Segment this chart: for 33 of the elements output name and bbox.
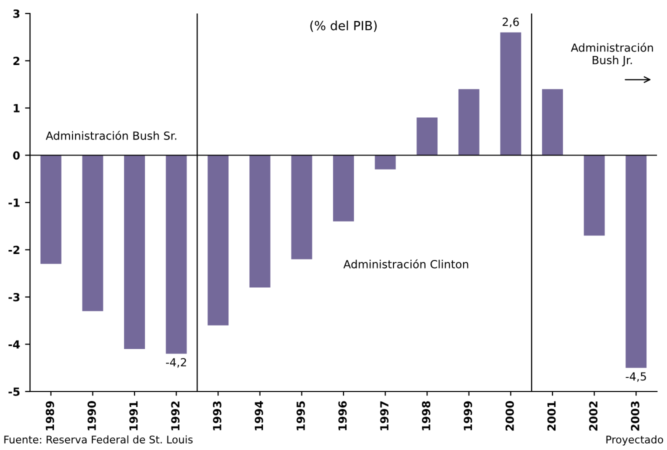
x-tick-label: 2002 [589,401,598,431]
x-tick-label: 1994 [254,401,264,430]
source-note: Fuente: Reserva Federal de St. Louis [4,435,193,444]
y-tick-label: 0 [13,151,20,160]
x-tick-label: 1993 [212,401,222,430]
x-tick-label: 1991 [129,401,138,430]
x-tick-label: 2001 [547,401,556,431]
y-tick-label: -5 [8,388,20,396]
annotation: Administración Bush Sr. [46,130,176,140]
x-tick-label: 1999 [464,401,472,430]
y-tick-label: -3 [8,292,20,302]
data-label: -4,2 [166,358,186,368]
x-tick-label: 1997 [380,401,389,430]
annotation: Administración Bush Jr. [570,42,653,66]
annotation: Administración Clinton [343,259,468,268]
x-tick-label: 2003 [630,401,640,431]
data-label: 2,6 [502,18,519,28]
y-tick-label: 1 [14,104,20,112]
y-tick-label: -1 [8,198,20,207]
y-tick-label: -2 [8,246,20,254]
x-tick-label: 1995 [296,401,305,430]
y-tick-label: 2 [13,56,20,65]
x-tick-label: 1996 [338,401,347,430]
x-tick-label: 1998 [422,401,430,430]
y-tick-label: -4 [8,340,20,348]
x-tick-label: 1992 [171,401,180,430]
y-tick-label: 3 [13,9,20,18]
x-tick-label: 1989 [46,401,54,430]
text: (% del PIB) [310,20,377,32]
text: Proyectado [606,435,664,446]
x-tick-label: 1990 [88,401,96,430]
x-tick-label: 2000 [506,401,514,431]
data-label: -4,5 [626,372,646,382]
